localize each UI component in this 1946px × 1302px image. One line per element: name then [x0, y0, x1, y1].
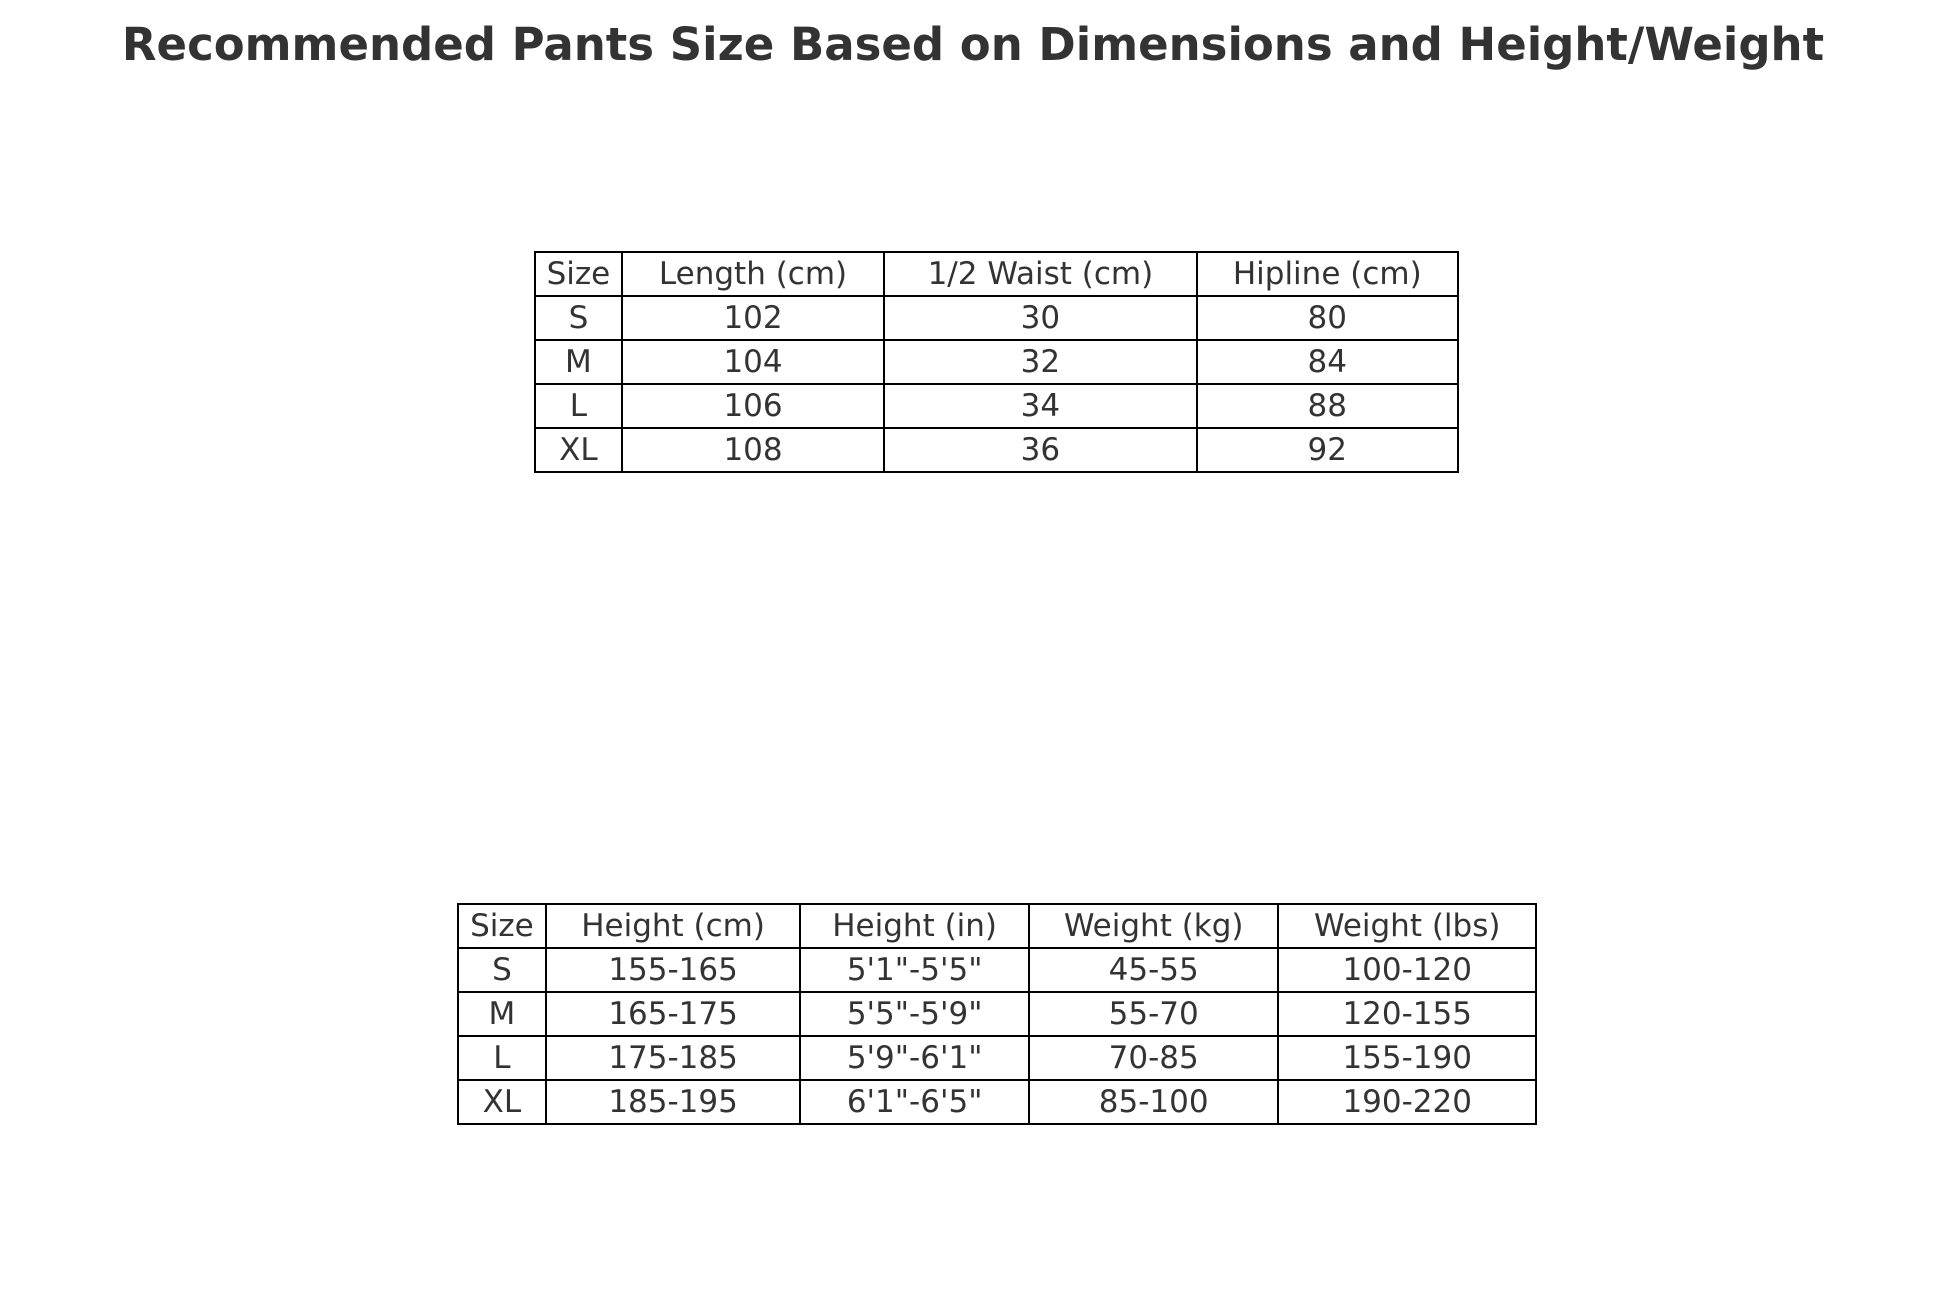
header-cell: 1/2 Waist (cm) [883, 251, 1198, 297]
header-cell: Length (cm) [620, 251, 886, 297]
table-cell: 92 [1195, 427, 1460, 473]
table-row: S 155-165 5'1"-5'5" 45-55 100-120 [457, 947, 1537, 993]
table-row: M 165-175 5'5"-5'9" 55-70 120-155 [457, 991, 1537, 1037]
table-cell: XL [457, 1079, 547, 1125]
table-cell: 88 [1195, 383, 1460, 429]
header-cell: Hipline (cm) [1195, 251, 1460, 297]
header-row: Size Length (cm) 1/2 Waist (cm) Hipline (cm… [534, 251, 1460, 297]
table-row: M 104 32 84 [534, 339, 1460, 385]
header-cell: Height (cm) [544, 903, 802, 949]
header-cell: Weight (kg) [1027, 903, 1280, 949]
table-row: XL 108 36 92 [534, 427, 1460, 473]
table-cell: 34 [883, 383, 1198, 429]
table-cell: 32 [883, 339, 1198, 385]
table-cell: 155-190 [1277, 1035, 1537, 1081]
height-weight-table: Size Height (cm) Height (in) Weight (kg) Wei… [457, 903, 1537, 1125]
table-cell: 5'1"-5'5" [799, 947, 1030, 993]
table-cell: 45-55 [1027, 947, 1280, 993]
dimensions-table: Size Length (cm) 1/2 Waist (cm) Hipline (cm… [534, 251, 1460, 473]
table-cell: 5'5"-5'9" [799, 991, 1030, 1037]
table-cell: 165-175 [544, 991, 802, 1037]
table-cell: S [534, 295, 623, 341]
table-cell: 102 [620, 295, 886, 341]
header-cell: Height (in) [799, 903, 1030, 949]
table-cell: 155-165 [544, 947, 802, 993]
table-cell: 106 [620, 383, 886, 429]
header-cell: Weight (lbs) [1277, 903, 1537, 949]
table-cell: M [457, 991, 547, 1037]
table-cell: 108 [620, 427, 886, 473]
table-cell: 190-220 [1277, 1079, 1537, 1125]
table-cell: 175-185 [544, 1035, 802, 1081]
table-cell: 84 [1195, 339, 1460, 385]
table-cell: 36 [883, 427, 1198, 473]
table-cell: L [534, 383, 623, 429]
table-cell: 80 [1195, 295, 1460, 341]
header-cell: Size [534, 251, 623, 297]
table-cell: 100-120 [1277, 947, 1537, 993]
table-cell: 70-85 [1027, 1035, 1280, 1081]
header-row: Size Height (cm) Height (in) Weight (kg) Wei… [457, 903, 1537, 949]
table-row: S 102 30 80 [534, 295, 1460, 341]
table-row: XL 185-195 6'1"-6'5" 85-100 190-220 [457, 1079, 1537, 1125]
table-cell: 120-155 [1277, 991, 1537, 1037]
page-title: Recommended Pants Size Based on Dimensio… [121, 18, 1825, 71]
table-cell: 5'9"-6'1" [799, 1035, 1030, 1081]
table-cell: 30 [883, 295, 1198, 341]
table-cell: L [457, 1035, 547, 1081]
table-cell: M [534, 339, 623, 385]
table-cell: XL [534, 427, 623, 473]
table-cell: 185-195 [544, 1079, 802, 1125]
table-row: L 175-185 5'9"-6'1" 70-85 155-190 [457, 1035, 1537, 1081]
table-cell: 55-70 [1027, 991, 1280, 1037]
table-cell: 6'1"-6'5" [799, 1079, 1030, 1125]
table-cell: S [457, 947, 547, 993]
header-cell: Size [457, 903, 547, 949]
table-row: L 106 34 88 [534, 383, 1460, 429]
table-cell: 85-100 [1027, 1079, 1280, 1125]
table-cell: 104 [620, 339, 886, 385]
